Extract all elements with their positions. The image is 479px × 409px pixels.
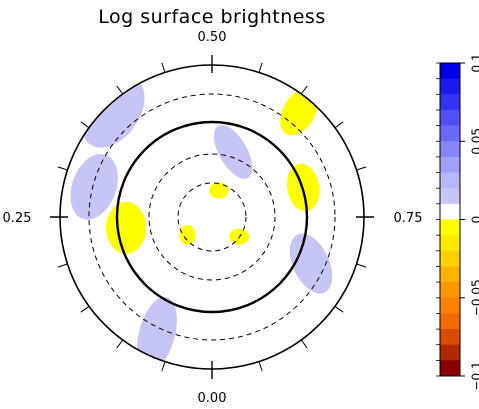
colorbar-tick-label: 0.05	[470, 128, 479, 155]
surface-patch-negative	[208, 182, 229, 199]
colorbar-segment	[440, 78, 460, 95]
colorbar-segment	[440, 313, 460, 330]
colorbar-segment	[440, 297, 460, 314]
polar-map: 0.00 0.25 0.50 0.75	[3, 30, 423, 406]
phase-minor-tick	[334, 121, 344, 129]
phase-minor-tick	[258, 361, 263, 372]
colorbar-segment	[440, 125, 460, 142]
latitude-ring	[148, 153, 276, 281]
surface-patch-positive	[213, 124, 253, 179]
colorbar-segment	[440, 188, 460, 205]
colorbar-segment	[440, 203, 460, 220]
phase-minor-tick	[334, 305, 344, 313]
latitude-ring	[88, 93, 336, 341]
patch-layer	[70, 75, 333, 369]
colorbar-segment	[440, 235, 460, 252]
phase-minor-tick	[80, 305, 90, 313]
surface-patch-positive	[70, 153, 118, 220]
phase-label: 0.50	[198, 30, 227, 45]
phase-minor-tick	[57, 263, 68, 268]
phase-minor-tick	[258, 62, 263, 73]
surface-patch-negative	[280, 87, 319, 136]
chart-title: Log surface brightness	[98, 6, 325, 28]
surface-patch-positive	[81, 75, 145, 148]
phase-minor-tick	[300, 85, 308, 95]
colorbar-segment	[440, 282, 460, 299]
surface-patch-positive	[289, 233, 333, 294]
colorbar-tick-label: 0	[470, 216, 479, 224]
surface-patch-negative	[179, 224, 196, 245]
phase-label: 0.25	[3, 211, 32, 226]
colorbar-segment	[440, 172, 460, 189]
phase-label: 0.00	[198, 391, 227, 406]
colorbar-segment	[440, 219, 460, 236]
phase-minor-tick	[116, 339, 124, 349]
phase-minor-tick	[356, 263, 367, 268]
phase-minor-tick	[80, 121, 90, 129]
surface-patch-positive	[137, 296, 177, 369]
colorbar-segment	[440, 141, 460, 158]
surface-patch-negative	[106, 201, 146, 254]
phase-minor-tick	[57, 166, 68, 171]
colorbar-segment	[440, 329, 460, 346]
reference-ring	[115, 120, 309, 314]
colorbar-tick-label: 0.1	[470, 53, 479, 72]
phase-label: 0.75	[394, 211, 423, 226]
colorbar-segment	[440, 266, 460, 283]
phase-minor-tick	[356, 166, 367, 171]
colorbar-segment	[440, 250, 460, 267]
latitude-ring	[177, 182, 247, 252]
colorbar-segment	[440, 344, 460, 361]
colorbar-segment	[440, 63, 460, 80]
phase-minor-tick	[116, 85, 124, 95]
colorbar: 0.1 0.05 0 −0.05 −0.1	[436, 53, 479, 391]
colorbar-tick-label: −0.05	[470, 279, 479, 316]
colorbar-segment	[440, 156, 460, 174]
phase-minor-tick	[161, 361, 166, 372]
colorbar-tick-label: −0.1	[470, 361, 479, 390]
colorbar-segment	[440, 94, 460, 111]
colorbar-segment	[440, 360, 460, 377]
phase-minor-tick	[300, 339, 308, 349]
colorbar-segment	[440, 109, 460, 127]
phase-minor-tick	[161, 62, 166, 73]
